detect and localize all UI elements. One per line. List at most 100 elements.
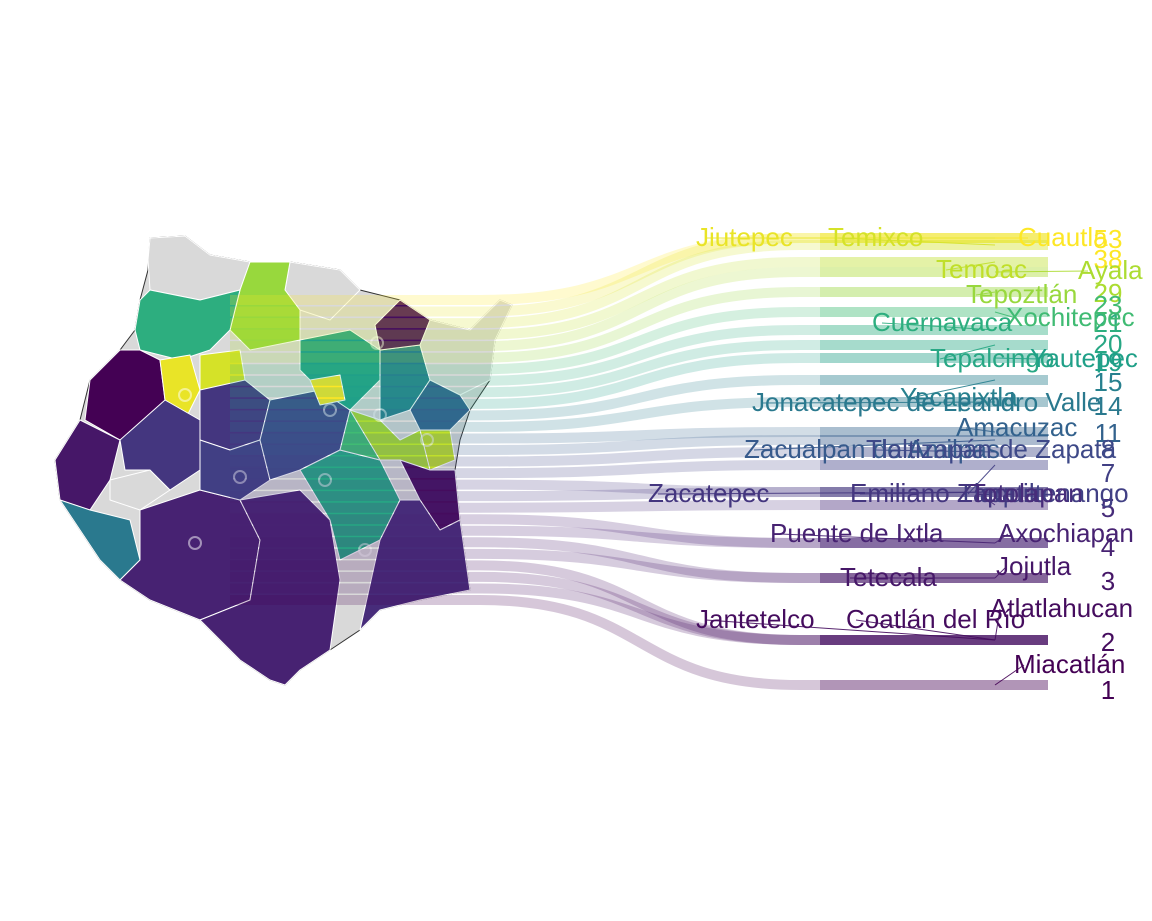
centroid-marker <box>318 473 332 487</box>
leader-line <box>859 491 996 495</box>
leader-line <box>761 401 996 404</box>
flow-line <box>230 307 1048 375</box>
rank-tick-label: 8 <box>1101 434 1115 464</box>
municipality-label: Yautepec <box>1030 343 1138 373</box>
municipality-region <box>374 299 431 351</box>
municipality-label: Tetecala <box>840 562 937 592</box>
leader-line <box>994 270 1089 273</box>
centroid-marker <box>420 433 434 447</box>
flow-line <box>230 447 1048 467</box>
rank-bar <box>820 353 1048 363</box>
municipality-label: Jojutla <box>996 551 1072 581</box>
rank-tick-label: 11 <box>1095 418 1122 448</box>
flow-line <box>230 479 1048 497</box>
municipality-label: Tlaltizapán de Zapata <box>866 434 1117 464</box>
leader-line <box>975 291 996 296</box>
municipality-label: Cuernavaca <box>872 307 1013 337</box>
rank-bar <box>820 307 1048 317</box>
centroid-marker <box>373 408 387 422</box>
municipality-region <box>109 469 171 511</box>
municipality-label: Puente de Ixtla <box>770 518 944 548</box>
flow-line <box>230 537 1048 583</box>
centroid-marker <box>358 543 372 557</box>
centroid-marker <box>178 388 192 402</box>
municipality-label: Ayala <box>1078 255 1143 285</box>
municipality-label: Amacuzac <box>956 412 1077 442</box>
rank-bar <box>820 538 1048 548</box>
municipality-label: Coatlán del Río <box>846 604 1025 634</box>
municipality-region <box>359 499 471 631</box>
municipality-label: Tepalcingo <box>930 343 1054 373</box>
leader-line <box>994 566 1007 579</box>
leader-line <box>705 619 996 641</box>
leader-line <box>994 664 1025 686</box>
rank-bar <box>820 325 1048 335</box>
flow-line <box>230 487 1048 502</box>
rank-tick-label: 1 <box>1101 675 1115 705</box>
leader-line <box>945 261 996 271</box>
municipality-region <box>134 289 241 361</box>
leader-line <box>875 449 996 453</box>
rank-tick-label: 2 <box>1101 627 1115 657</box>
leader-line <box>965 427 996 433</box>
rank-tick-label: 14 <box>1094 391 1123 421</box>
flow-line <box>230 514 1048 548</box>
municipality-labels: Cuautla Jiutepec Temixco Temoac AyalaTepoztl… <box>648 222 1143 679</box>
municipality-region <box>419 429 456 471</box>
centroid-marker <box>188 536 202 550</box>
rank-bar <box>820 635 1048 645</box>
flow-line <box>230 435 1048 455</box>
flow-line <box>230 560 1048 645</box>
leader-line <box>779 533 996 544</box>
centroid-marker <box>233 470 247 484</box>
flow-line <box>230 571 1048 645</box>
municipality-label: Zacatepec <box>648 478 769 508</box>
rank-bar <box>820 538 1048 548</box>
flow-line <box>230 427 1048 444</box>
leader-line <box>837 237 996 246</box>
municipality-label: Zacualpan de Amilpas <box>744 434 1000 464</box>
centroid-marker <box>370 336 384 350</box>
rank-tick-label: 21 <box>1094 308 1123 338</box>
centroid-marker <box>323 403 337 417</box>
flow-line <box>230 233 1048 305</box>
municipality-label: Emiliano Zapata <box>850 478 1038 508</box>
rank-bar <box>820 635 1048 645</box>
municipality-label: Atlatlahucan <box>990 593 1133 623</box>
rank-bar <box>820 427 1048 437</box>
flow-lines <box>230 233 1048 690</box>
leader-line <box>994 608 1001 641</box>
rank-bar <box>820 435 1048 445</box>
municipality-label: Temixco <box>828 222 923 252</box>
flow-line <box>230 325 1048 386</box>
flow-line <box>230 353 1048 409</box>
leader-line <box>994 533 1009 544</box>
rank-bar <box>820 447 1048 457</box>
flow-line <box>230 267 1048 352</box>
flow-line <box>230 583 1048 645</box>
municipality-label: Xochitepec <box>1006 302 1135 332</box>
flow-line <box>230 595 1048 690</box>
rank-bar <box>820 680 1048 690</box>
flow-line <box>230 340 1048 398</box>
rank-bar <box>820 460 1048 470</box>
rank-tick-label: 5 <box>1101 493 1115 523</box>
rank-bar <box>820 635 1048 645</box>
rank-bar <box>820 500 1048 510</box>
rank-tick-label: 15 <box>1094 367 1123 397</box>
municipality-label: Totolapan <box>970 478 1083 508</box>
flow-line <box>230 257 1048 340</box>
municipality-label: Cuautla <box>1018 222 1108 252</box>
label-leaders <box>657 237 1089 686</box>
leader-line <box>939 344 996 360</box>
rank-bar <box>820 340 1048 350</box>
flow-line <box>230 548 1048 583</box>
leader-line <box>753 439 996 451</box>
rank-bar <box>820 240 1048 250</box>
municipality-label: Temoac <box>936 254 1027 284</box>
municipality-region <box>119 399 201 491</box>
rank-tick-label: 3 <box>1101 566 1115 596</box>
